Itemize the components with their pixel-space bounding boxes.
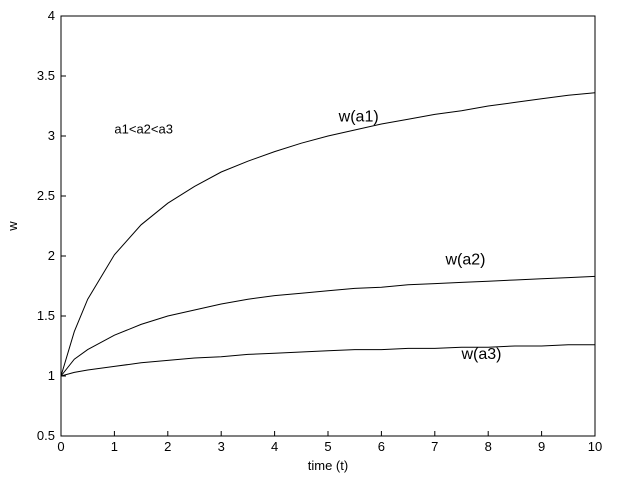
y-tick-label: 1: [48, 368, 55, 383]
x-axis-label: time (t): [308, 458, 348, 473]
plot-frame: [60, 15, 596, 437]
series-line-2: [60, 275, 596, 377]
series-labels: w(a1) w(a2) w(a3): [338, 109, 502, 364]
series-line-3: [60, 344, 595, 377]
y-tick-label: 4: [48, 8, 55, 23]
series-line-1: [60, 92, 596, 377]
plot-axes: [60, 15, 596, 437]
y-tick-label: 3.5: [37, 68, 55, 83]
x-tick-label: 8: [485, 439, 492, 454]
x-tick-label: 3: [218, 439, 225, 454]
x-tick-label: 6: [378, 439, 385, 454]
series-label-3: w(a3): [461, 346, 502, 363]
y-tick-label: 2.5: [37, 188, 55, 203]
y-tick-label: 2: [48, 248, 55, 263]
ordering-annotation: a1<a2<a3: [114, 122, 173, 137]
x-tick-label: 1: [111, 439, 118, 454]
series-label-2: w(a2): [444, 251, 485, 268]
series-lines: [60, 92, 596, 377]
x-tick-label: 9: [538, 439, 545, 454]
y-axis-label: w: [5, 221, 20, 232]
y-tick-label: 3: [48, 128, 55, 143]
x-tick-label: 10: [588, 439, 602, 454]
y-tick-label: 0.5: [37, 428, 55, 443]
y-axis-ticks: 0.5 1 1.5 2 2.5 3 3.5 4: [37, 8, 66, 443]
x-axis-ticks: 0 1 2 3 4 5 6 7 8 9 10: [57, 431, 602, 454]
y-tick-label: 1.5: [37, 308, 55, 323]
series-label-1: w(a1): [338, 109, 379, 126]
x-tick-label: 4: [271, 439, 278, 454]
x-tick-label: 0: [57, 439, 64, 454]
x-tick-label: 2: [164, 439, 171, 454]
x-tick-label: 5: [324, 439, 331, 454]
x-tick-label: 7: [431, 439, 438, 454]
